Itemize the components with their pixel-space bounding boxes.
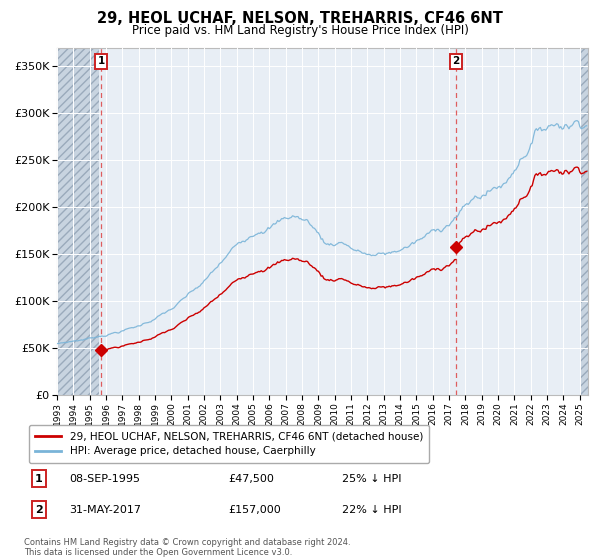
- Text: 31-MAY-2017: 31-MAY-2017: [69, 505, 141, 515]
- Text: 1: 1: [97, 57, 104, 66]
- Text: 22% ↓ HPI: 22% ↓ HPI: [342, 505, 401, 515]
- Text: 25% ↓ HPI: 25% ↓ HPI: [342, 474, 401, 484]
- Text: £157,000: £157,000: [228, 505, 281, 515]
- Text: 2: 2: [452, 57, 460, 66]
- Text: £47,500: £47,500: [228, 474, 274, 484]
- Text: 2: 2: [35, 505, 43, 515]
- Legend: 29, HEOL UCHAF, NELSON, TREHARRIS, CF46 6NT (detached house), HPI: Average price: 29, HEOL UCHAF, NELSON, TREHARRIS, CF46 …: [29, 425, 430, 463]
- Text: 29, HEOL UCHAF, NELSON, TREHARRIS, CF46 6NT: 29, HEOL UCHAF, NELSON, TREHARRIS, CF46 …: [97, 11, 503, 26]
- Text: 1: 1: [35, 474, 43, 484]
- Text: 08-SEP-1995: 08-SEP-1995: [69, 474, 140, 484]
- Text: Contains HM Land Registry data © Crown copyright and database right 2024.
This d: Contains HM Land Registry data © Crown c…: [24, 538, 350, 557]
- Text: Price paid vs. HM Land Registry's House Price Index (HPI): Price paid vs. HM Land Registry's House …: [131, 24, 469, 36]
